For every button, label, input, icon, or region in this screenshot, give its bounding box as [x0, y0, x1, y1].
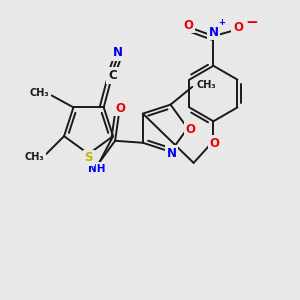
Text: CH₃: CH₃	[196, 80, 216, 90]
Text: O: O	[184, 19, 194, 32]
Text: NH: NH	[88, 164, 105, 173]
Text: −: −	[246, 15, 258, 30]
Text: CH₃: CH₃	[25, 152, 44, 162]
Text: O: O	[209, 136, 219, 150]
Text: O: O	[233, 21, 243, 34]
Text: CH₃: CH₃	[30, 88, 50, 98]
Text: +: +	[218, 18, 225, 27]
Text: C: C	[108, 69, 117, 82]
Text: N: N	[112, 46, 123, 59]
Text: O: O	[115, 102, 125, 115]
Text: O: O	[186, 123, 196, 136]
Text: N: N	[167, 147, 176, 160]
Text: S: S	[84, 152, 93, 164]
Text: N: N	[208, 26, 218, 39]
